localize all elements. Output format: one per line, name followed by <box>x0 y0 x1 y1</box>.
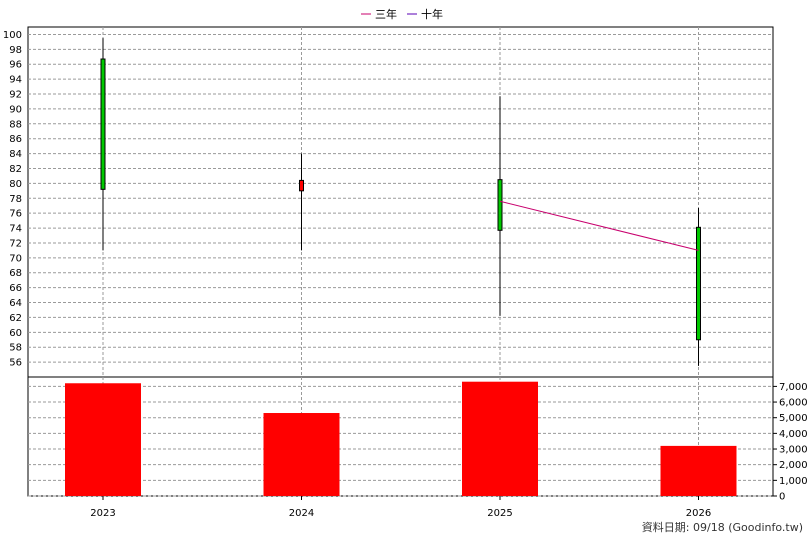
price-tick-label: 60 <box>9 328 22 339</box>
average-lines <box>499 200 699 251</box>
volume-tick-label: 6,000 <box>779 398 808 409</box>
candlesticks <box>100 38 701 366</box>
candle-body <box>696 226 701 341</box>
price-tick-label: 72 <box>9 238 22 249</box>
volume-tick-label: 7,000 <box>779 382 808 393</box>
price-tick-label: 94 <box>9 75 22 86</box>
price-tick-label: 74 <box>9 224 22 235</box>
axis-ticks: 56 58 60 62 64 66 68 70 72 74 76 78 80 82 84 86 88 90 92 94… <box>3 30 808 519</box>
volume-tick-label: 5,000 <box>779 413 808 424</box>
volume-bar <box>65 383 141 496</box>
volume-bars <box>65 381 737 496</box>
volume-bar <box>660 445 737 496</box>
price-tick-label: 80 <box>9 179 22 190</box>
x-tick-label: 2024 <box>289 508 314 519</box>
price-tick-label: 56 <box>9 358 22 369</box>
price-tick-label: 64 <box>9 298 22 309</box>
price-tick-label: 92 <box>9 90 22 101</box>
price-tick-label: 66 <box>9 283 22 294</box>
price-tick-label: 98 <box>9 45 22 56</box>
price-tick-label: 58 <box>9 343 22 354</box>
volume-bar <box>263 413 340 496</box>
x-tick-label: 2025 <box>487 508 512 519</box>
volume-tick-label: 4,000 <box>779 429 808 440</box>
price-tick-label: 100 <box>3 30 22 41</box>
price-tick-label: 86 <box>9 134 22 145</box>
volume-tick-label: 1,000 <box>779 476 808 487</box>
volume-tick-label: 3,000 <box>779 445 808 456</box>
x-tick-label: 2026 <box>686 508 711 519</box>
price-tick-label: 82 <box>9 164 22 175</box>
average-line <box>499 200 699 251</box>
volume-bar <box>462 381 538 496</box>
candle-body <box>299 179 304 192</box>
price-tick-label: 96 <box>9 60 22 71</box>
candle-body <box>497 179 503 231</box>
x-tick-label: 2023 <box>90 508 115 519</box>
legend: 三年 十年 <box>361 7 443 21</box>
volume-tick-label: 0 <box>779 492 785 503</box>
price-tick-label: 62 <box>9 313 22 324</box>
price-tick-label: 84 <box>9 149 22 160</box>
volume-tick-label: 2,000 <box>779 460 808 471</box>
price-tick-label: 70 <box>9 253 22 264</box>
candle-body <box>100 58 106 190</box>
price-tick-label: 90 <box>9 104 22 115</box>
price-tick-label: 76 <box>9 209 22 220</box>
grid <box>28 27 773 497</box>
price-tick-label: 68 <box>9 268 22 279</box>
legend-label-3yr: 三年 <box>375 7 397 21</box>
price-tick-label: 88 <box>9 119 22 130</box>
price-tick-label: 78 <box>9 194 22 205</box>
footer-date-source: 資料日期: 09/18 (Goodinfo.tw) <box>642 520 803 534</box>
legend-label-10yr: 十年 <box>421 7 443 21</box>
